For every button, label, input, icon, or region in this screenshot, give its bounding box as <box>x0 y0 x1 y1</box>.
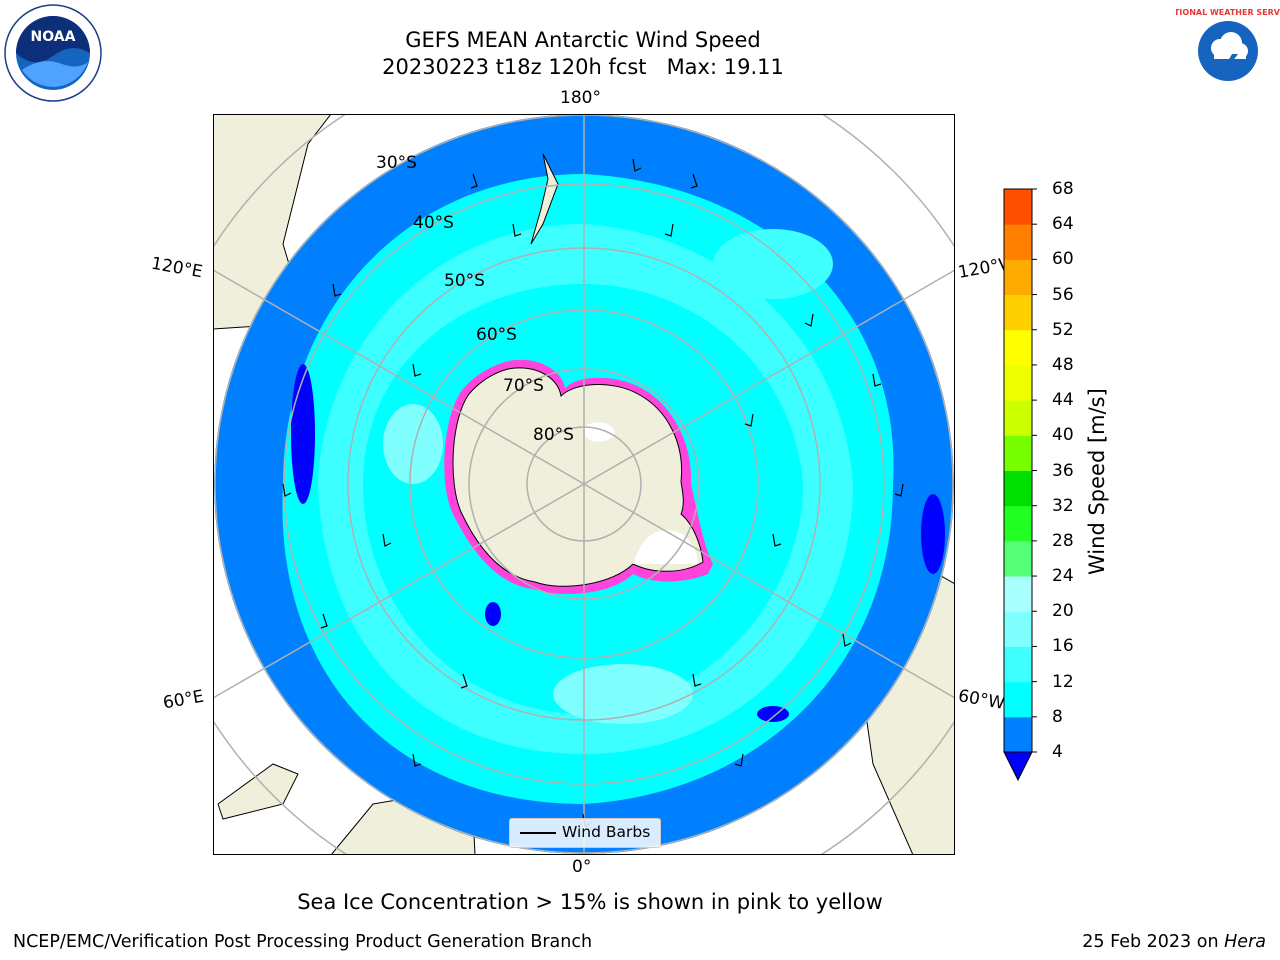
footer-left: NCEP/EMC/Verification Post Processing Pr… <box>13 932 593 952</box>
colorbar-tick-label: 68 <box>1052 179 1074 199</box>
colorbar-segment <box>1004 716 1032 753</box>
footer-date: 25 Feb 2023 on <box>1082 932 1219 952</box>
colorbar-tick-label: 4 <box>1052 742 1063 762</box>
footer-host: Hera <box>1224 932 1266 952</box>
colorbar-tick-label: 8 <box>1052 706 1063 727</box>
weddell-sea-ice <box>633 530 698 564</box>
lat-label-60s: 60°S <box>476 325 517 345</box>
noaa-logo-text: NOAA <box>31 29 76 45</box>
colorbar-title: Wind Speed [m/s] <box>1085 388 1109 575</box>
colorbar-tick-label: 64 <box>1052 214 1074 235</box>
colorbar-tick-label: 32 <box>1052 495 1074 516</box>
australia-landmass <box>213 114 332 330</box>
lon-label-60e: 60°E <box>161 686 206 714</box>
sea-ice-caption-text: Sea Ice Concentration > 15% is shown in … <box>297 890 883 914</box>
colorbar-tick-label: 28 <box>1052 530 1074 551</box>
colorbar-tick-label: 48 <box>1052 354 1074 375</box>
colorbar-segment <box>1004 646 1032 683</box>
colorbar-segment <box>1004 224 1032 260</box>
colorbar-tick-label: 36 <box>1052 460 1074 481</box>
noaa-logo: NOAA <box>4 4 102 102</box>
colorbar-tick-label: 40 <box>1052 425 1074 446</box>
colorbar-segment <box>1004 576 1032 612</box>
colorbar-tick-label: 12 <box>1052 671 1074 692</box>
antarctica-landmass <box>452 367 704 587</box>
legend-label: Wind Barbs <box>562 823 651 841</box>
lat-label-80s: 80°S <box>533 425 574 445</box>
colorbar-segment <box>1004 189 1032 225</box>
colorbar-tick-label: 44 <box>1052 390 1074 411</box>
legend-line-swatch <box>520 832 556 834</box>
madagascar-landmass <box>217 763 299 820</box>
nws-logo-text: NATIONAL WEATHER SERVICE <box>1176 8 1280 17</box>
colorbar-segment <box>1004 681 1032 718</box>
colorbar-segment <box>1004 540 1032 577</box>
colorbar-segment <box>1004 364 1032 401</box>
new-zealand-landmass <box>530 153 559 245</box>
colorbar-tick-label: 16 <box>1052 636 1074 657</box>
colorbar-segment <box>1004 611 1032 647</box>
lat-label-40s: 40°S <box>413 213 454 233</box>
lon-label-120e: 120°E <box>149 253 205 283</box>
lat-label-50s: 50°S <box>444 271 485 291</box>
colorbar-tick-label: 60 <box>1052 249 1074 270</box>
nws-logo: NATIONAL WEATHER SERVICE <box>1176 4 1280 98</box>
footer-right: 25 Feb 2023 on Hera <box>1082 932 1266 952</box>
lon-label-60w: 60°W <box>956 686 1007 714</box>
colorbar-under-arrow <box>1003 751 1033 782</box>
graticule <box>213 114 955 855</box>
colorbar-tick-label: 24 <box>1052 566 1074 587</box>
lat-label-30s: 30°S <box>376 153 417 173</box>
colorbar-segment <box>1004 259 1032 296</box>
colorbar-segment <box>1004 470 1032 507</box>
map-frame <box>213 114 955 855</box>
map-legend: Wind Barbs <box>509 818 661 848</box>
colorbar-segment <box>1004 435 1032 471</box>
lat-label-70s: 70°S <box>503 376 544 396</box>
colorbar-tick-label: 56 <box>1052 284 1074 305</box>
polar-map <box>213 114 955 855</box>
colorbar <box>1003 188 1037 782</box>
map-subtitle: 20230223 t18z 120h fcst Max: 19.11 <box>382 55 784 79</box>
colorbar-tick-label: 20 <box>1052 601 1074 622</box>
colorbar-segment <box>1004 329 1032 366</box>
lon-label-180: 180° <box>560 88 601 108</box>
colorbar-tick-label: 52 <box>1052 319 1074 340</box>
colorbar-segment <box>1004 400 1032 436</box>
colorbar-ticks: 4 8 12 16 20 24 28 32 36 40 44 48 52 56 60 64 68 <box>1044 179 1104 786</box>
sea-ice-caption: Sea Ice Concentration > 15% is shown in … <box>0 890 1280 914</box>
map-title: GEFS MEAN Antarctic Wind Speed <box>405 28 761 52</box>
lon-label-0: 0° <box>572 857 592 877</box>
colorbar-segment <box>1004 294 1032 331</box>
colorbar-segment <box>1004 505 1032 542</box>
